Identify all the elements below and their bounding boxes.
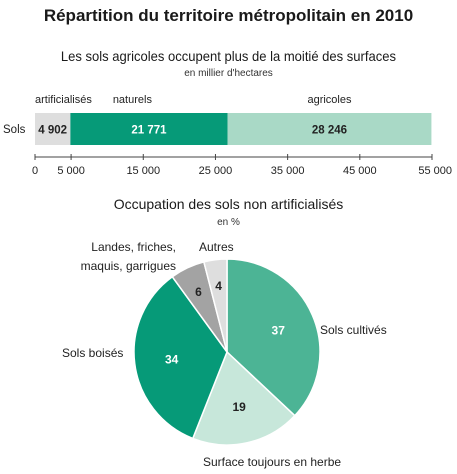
- pie-slice: [226, 258, 321, 417]
- bar-series-name: agricoles: [307, 94, 352, 106]
- bar-value-label: 21 771: [131, 125, 167, 137]
- bar-segment: [35, 113, 71, 145]
- bar-x-tick-label: 55 000: [418, 165, 452, 177]
- bar-x-tick-label: 35 000: [271, 165, 305, 177]
- bar-segment: [70, 113, 228, 145]
- pie-slice: [133, 275, 228, 440]
- bar-value-label: 4 902: [38, 125, 67, 137]
- bar-series-name: artificialisés: [35, 94, 92, 106]
- pie-chart-unit: en %: [217, 217, 240, 228]
- pie-value-label: 34: [165, 352, 179, 366]
- pie-chart-title: Occupation des sols non artificialisés: [113, 196, 344, 212]
- pie-slice-name: Sols boisés: [62, 346, 123, 360]
- pie-slice: [202, 258, 228, 353]
- bar-series-name: naturels: [113, 94, 153, 106]
- bar-chart-unit: en millier d'hectares: [184, 68, 273, 79]
- pie-slice-name: maquis, garrigues: [81, 259, 176, 273]
- bar-chart-title: Les sols agricoles occupent plus de la m…: [60, 48, 397, 64]
- bar-x-tick-label: 45 000: [343, 165, 377, 177]
- main-title: Répartition du territoire métropolitain …: [43, 6, 414, 25]
- pie-slice-name: Autres: [199, 240, 234, 254]
- bar-x-tick-label: 25 000: [199, 165, 233, 177]
- stacked-bar-chart: Sols 4 902 artificialisés 21 771 naturels 28 …: [3, 94, 452, 177]
- pie-slice-name: Surface toujours en herbe: [203, 455, 341, 469]
- bar-x-tick-label: 5 000: [57, 165, 85, 177]
- pie-value-label: 37: [272, 323, 286, 337]
- bar-x-tick-label: 0: [32, 165, 38, 177]
- bar-value-label: 28 246: [312, 125, 347, 137]
- pie-slice-name: Sols cultivés: [320, 323, 387, 337]
- bar-x-tick-label: 15 000: [126, 165, 160, 177]
- pie-slice-name: Landes, friches,: [91, 240, 176, 254]
- bar-segment: [227, 113, 432, 145]
- pie-value-label: 19: [232, 400, 246, 414]
- pie-value-label: 4: [215, 279, 222, 293]
- pie-value-label: 6: [195, 285, 202, 299]
- bar-category-label: Sols: [3, 124, 26, 136]
